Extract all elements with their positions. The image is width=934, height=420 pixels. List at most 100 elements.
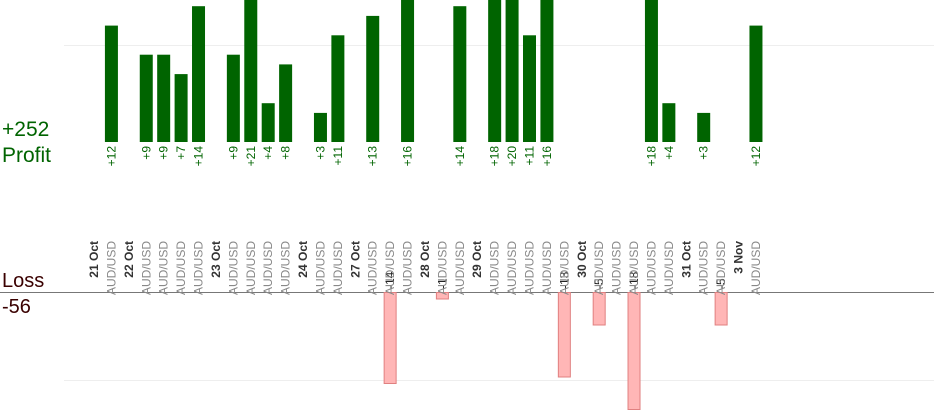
loss-bar	[435, 292, 449, 300]
date-label: 24 Oct	[296, 241, 310, 278]
pair-label: AUD/USD	[139, 241, 153, 295]
profit-bar	[261, 103, 275, 142]
date-label: 22 Oct	[122, 241, 136, 278]
pair-label: AUD/USD	[192, 241, 206, 295]
loss-bar	[627, 292, 641, 410]
profit-bar	[174, 74, 188, 142]
pair-label: AUD/USD	[279, 241, 293, 295]
profit-value-label: +16	[401, 146, 415, 167]
date-label: 30 Oct	[575, 241, 589, 278]
profit-bar	[697, 112, 711, 142]
pair-label: AUD/USD	[261, 241, 275, 295]
pair-label: AUD/USD	[366, 241, 380, 295]
pair-label: AUD/USD	[383, 241, 397, 295]
pair-label: AUD/USD	[157, 241, 171, 295]
date-label: 29 Oct	[470, 241, 484, 278]
profit-bar	[366, 15, 380, 142]
profit-value-label: +9	[226, 146, 240, 160]
pair-label: AUD/USD	[226, 241, 240, 295]
profit-value-label: +11	[523, 146, 537, 166]
profit-total: +252	[2, 118, 50, 141]
loss-value-label: -5	[714, 278, 728, 289]
pair-label: AUD/USD	[313, 241, 327, 295]
pair-label: AUD/USD	[104, 241, 118, 295]
profit-value-label: +9	[157, 146, 171, 160]
date-label: 23 Oct	[209, 241, 223, 278]
pair-label: AUD/USD	[592, 241, 606, 295]
loss-value-label: -1	[435, 278, 449, 289]
profit-value-label: +21	[244, 146, 258, 167]
profit-bar	[523, 35, 536, 142]
pair-label: AUD/USD	[627, 241, 641, 295]
loss-value-label: -18	[627, 271, 641, 289]
profit-value-label: +12	[104, 146, 118, 167]
profit-bar	[279, 64, 293, 142]
profit-bar	[192, 6, 206, 143]
loss-value-label: -14	[383, 271, 397, 289]
profit-bar	[540, 0, 554, 142]
profit-value-label: +11	[331, 146, 345, 166]
pair-label: AUD/USD	[244, 241, 258, 295]
profit-bar	[662, 103, 676, 142]
profit-value-label: +13	[366, 146, 380, 167]
profit-value-label: +8	[279, 146, 293, 160]
pair-label: AUD/USD	[697, 241, 711, 295]
profit-value-label: +9	[139, 146, 153, 160]
loss-value-label: -5	[592, 278, 606, 289]
date-label: 21 Oct	[87, 241, 101, 278]
profit-bar	[644, 0, 658, 143]
pair-label: AUD/USD	[714, 241, 728, 295]
profit-bar	[226, 54, 240, 143]
loss-bar	[714, 292, 728, 326]
profit-value-label: +3	[313, 146, 327, 160]
pair-label: AUD/USD	[644, 241, 658, 295]
profit-bar	[331, 35, 345, 142]
pair-label: AUD/USD	[523, 241, 537, 295]
pair-label: AUD/USD	[540, 241, 554, 295]
pair-label: AUD/USD	[174, 241, 188, 295]
loss-total: -56	[2, 296, 31, 318]
date-label: 27 Oct	[348, 241, 362, 278]
profit-bar	[244, 0, 258, 142]
profit-bar	[453, 6, 467, 143]
pair-label: AUD/USD	[662, 241, 676, 295]
pair-label: AUD/USD	[557, 241, 571, 295]
profit-value-label: +18	[644, 146, 658, 167]
profit-bar	[313, 112, 327, 142]
profit-value-label: +20	[505, 146, 519, 167]
profit-label: Profit	[2, 144, 52, 167]
profit-bar	[505, 0, 519, 142]
loss-value-label: -13	[557, 271, 571, 289]
profit-value-label: +3	[697, 146, 711, 160]
profit-bar	[157, 54, 171, 143]
loss-bar	[383, 292, 397, 384]
pair-label: AUD/USD	[505, 241, 519, 295]
pair-label: AUD/USD	[331, 241, 345, 295]
profit-bar	[139, 54, 153, 143]
loss-bar	[557, 292, 571, 378]
pair-label: AUD/USD	[401, 241, 415, 295]
date-label: 28 Oct	[418, 241, 432, 278]
date-label: 3 Nov	[732, 241, 746, 274]
profit-value-label: +18	[488, 146, 502, 167]
profit-value-label: +12	[749, 146, 763, 167]
profit-bar	[749, 25, 763, 143]
date-label: 31 Oct	[679, 241, 693, 278]
pair-label: AUD/USD	[435, 241, 449, 295]
profit-value-label: +14	[453, 146, 467, 167]
profit-bar	[488, 0, 502, 143]
profit-bar	[104, 25, 118, 143]
profit-value-label: +16	[540, 146, 554, 167]
profit-bar	[401, 0, 415, 142]
profit-value-label: +7	[174, 146, 188, 160]
profit-value-label: +14	[192, 146, 206, 167]
profit-value-label: +4	[662, 146, 676, 160]
pair-label: AUD/USD	[488, 241, 502, 295]
pair-label: AUD/USD	[453, 241, 467, 295]
pair-label: AUD/USD	[610, 241, 624, 295]
loss-bar	[592, 292, 606, 326]
loss-label: Loss	[2, 270, 45, 292]
pair-label: AUD/USD	[749, 241, 763, 295]
profit-value-label: +4	[261, 146, 275, 160]
